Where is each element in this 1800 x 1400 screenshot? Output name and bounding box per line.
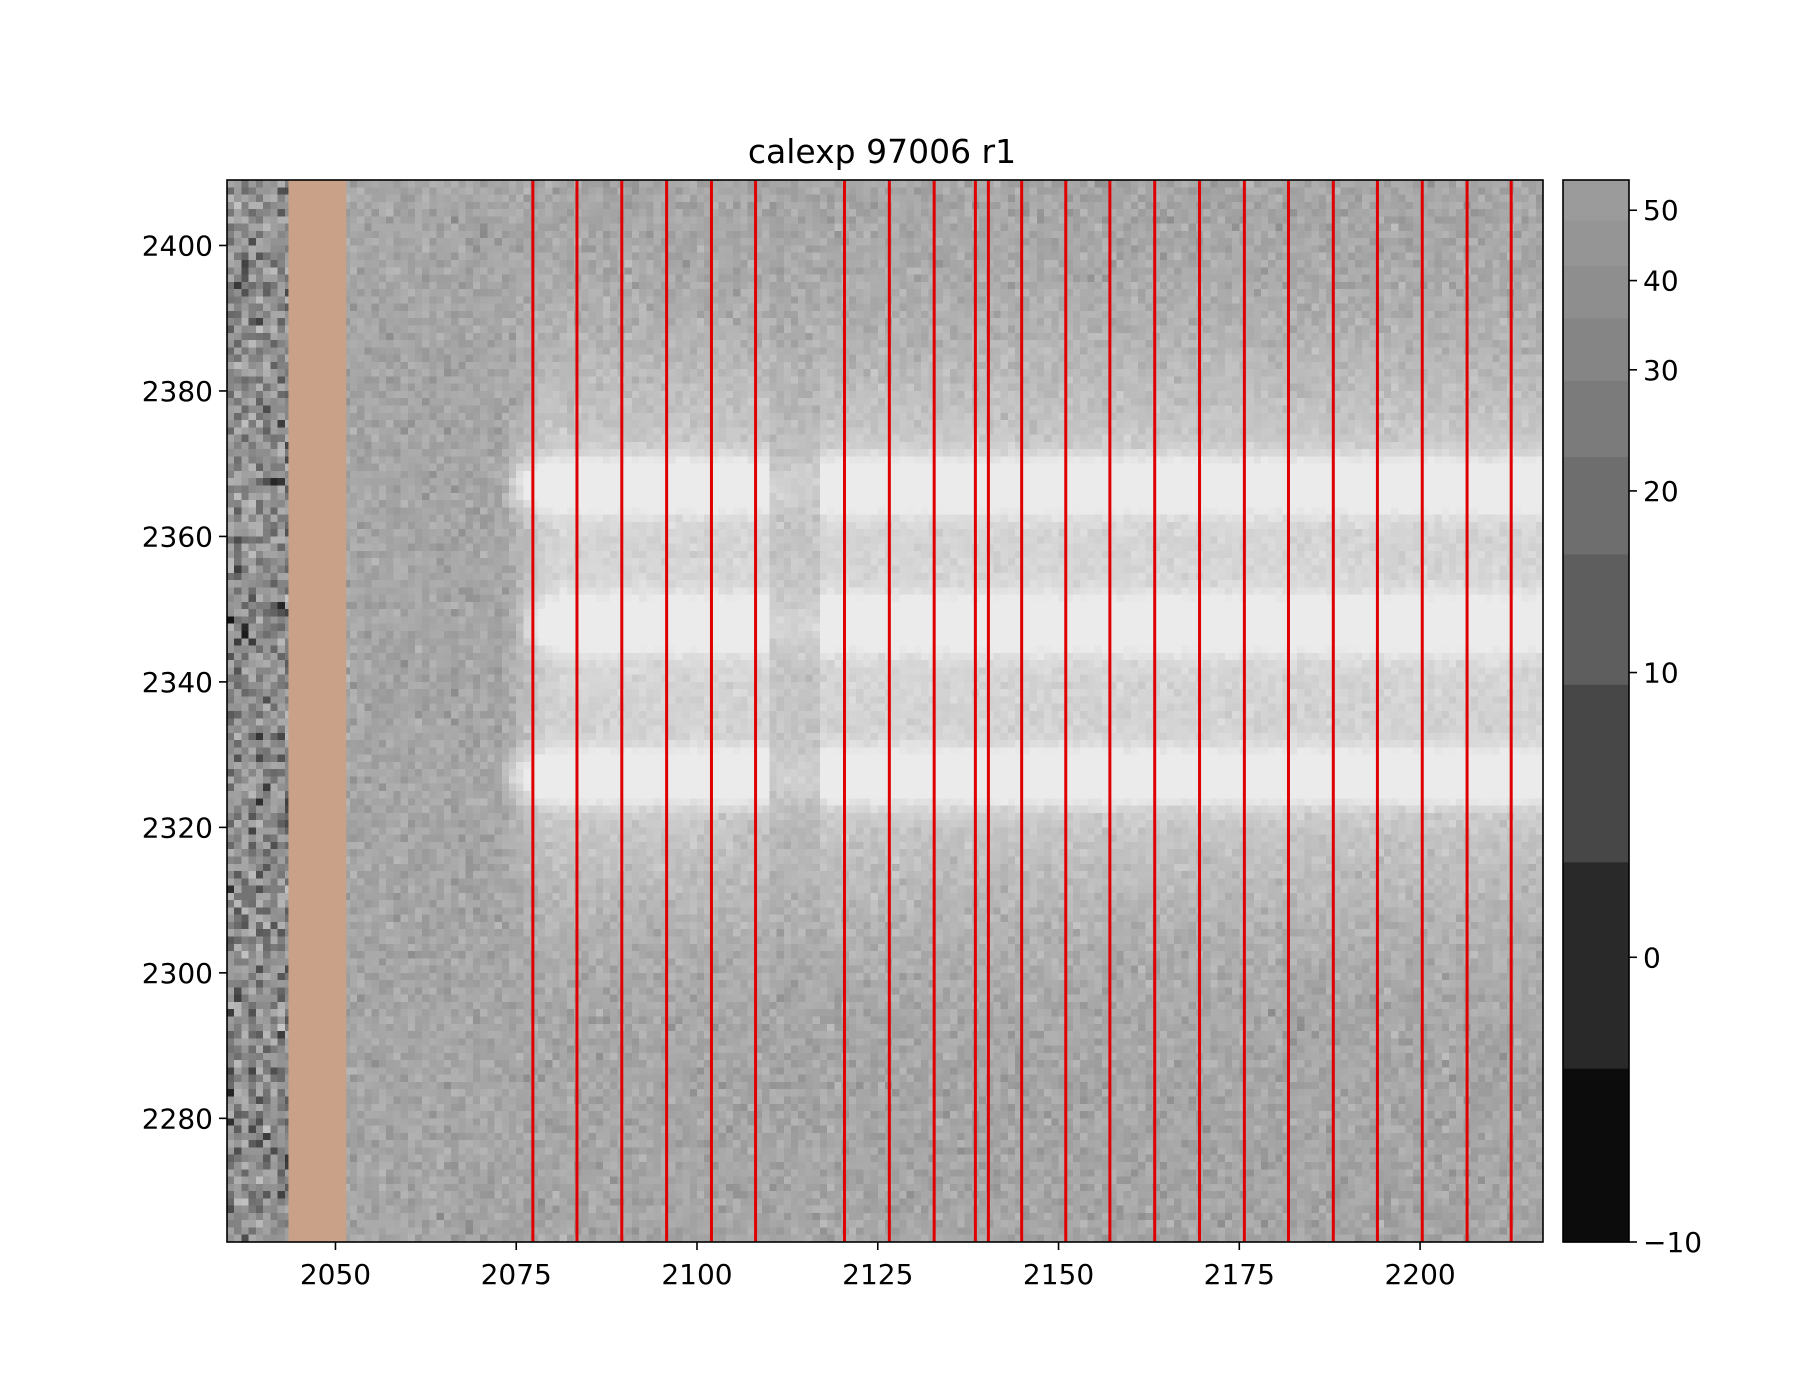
colorbar-step xyxy=(1563,553,1629,685)
y-tick-label: 2300 xyxy=(142,957,213,990)
colorbar-step xyxy=(1563,317,1629,381)
colorbar-step xyxy=(1563,380,1629,458)
x-tick-label: 2200 xyxy=(1384,1258,1455,1291)
colorbar-frame xyxy=(1562,179,1630,1243)
y-tick-label: 2360 xyxy=(142,520,213,553)
masked-column-band xyxy=(288,180,347,1242)
heatmap-image xyxy=(227,180,1543,1242)
y-tick-label: 2320 xyxy=(142,811,213,844)
y-tick-label: 2400 xyxy=(142,229,213,262)
colorbar-step xyxy=(1563,219,1629,266)
colorbar-step xyxy=(1563,265,1629,319)
colorbar-tick-label: −10 xyxy=(1643,1226,1702,1259)
chart-title: calexp 97006 r1 xyxy=(748,132,1016,171)
colorbar-tick-label: 10 xyxy=(1643,657,1679,690)
colorbar-step xyxy=(1563,456,1629,555)
x-tick-label: 2175 xyxy=(1204,1258,1275,1291)
x-tick-label: 2050 xyxy=(300,1258,371,1291)
colorbar-step xyxy=(1563,180,1629,221)
x-tick-label: 2125 xyxy=(842,1258,913,1291)
vertical-lines-group xyxy=(531,180,1513,1242)
colorbar-step xyxy=(1563,684,1629,863)
y-tick-label: 2340 xyxy=(142,666,213,699)
colorbar-tick-label: 50 xyxy=(1643,194,1679,227)
y-tick-label: 2280 xyxy=(142,1102,213,1135)
x-axis-ticks: 2050 2075 2100 2125 2150 2175 2200 xyxy=(300,1242,1456,1291)
colorbar: −10 0 10 20 30 40 50 xyxy=(1562,179,1702,1259)
colorbar-step xyxy=(1563,861,1629,1069)
plot-area: 2050 2075 2100 2125 2150 2175 2200 2280 2300 232… xyxy=(142,179,1544,1291)
x-tick-label: 2150 xyxy=(1023,1258,1094,1291)
colorbar-ticks: −10 0 10 20 30 40 50 xyxy=(1629,194,1702,1259)
colorbar-tick-label: 20 xyxy=(1643,475,1679,508)
colorbar-tick-label: 0 xyxy=(1643,941,1661,974)
colorbar-step xyxy=(1563,1068,1629,1243)
x-tick-label: 2075 xyxy=(481,1258,552,1291)
colorbar-gradient xyxy=(1563,180,1629,1243)
plot-frame xyxy=(226,179,1544,1243)
y-tick-label: 2380 xyxy=(142,375,213,408)
y-axis-ticks: 2280 2300 2320 2340 2360 2380 2400 xyxy=(142,229,227,1135)
colorbar-tick-label: 30 xyxy=(1643,354,1679,387)
x-tick-label: 2100 xyxy=(661,1258,732,1291)
colorbar-tick-label: 40 xyxy=(1643,265,1679,298)
